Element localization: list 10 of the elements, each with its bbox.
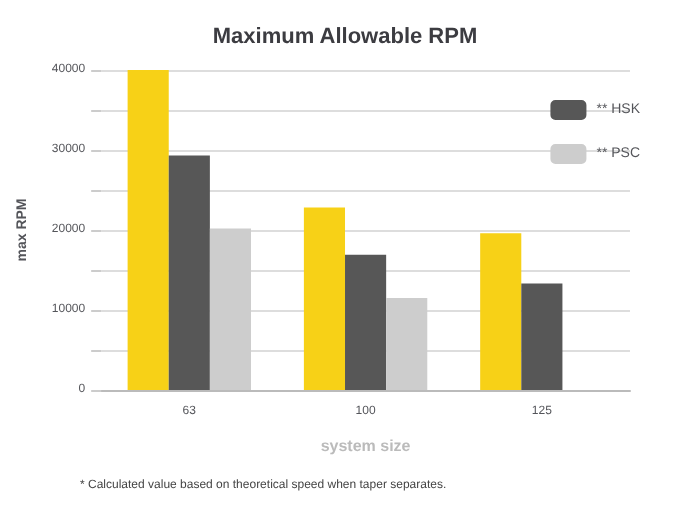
x-axis-title: system size <box>320 437 412 455</box>
chart-title: Maximum Allowable RPM <box>212 25 478 49</box>
bar <box>345 254 387 390</box>
bar <box>127 70 169 390</box>
bar <box>303 207 346 390</box>
bar <box>209 228 251 390</box>
bar <box>521 283 563 390</box>
bar <box>480 233 522 390</box>
bar <box>386 298 428 390</box>
bar <box>168 155 210 390</box>
